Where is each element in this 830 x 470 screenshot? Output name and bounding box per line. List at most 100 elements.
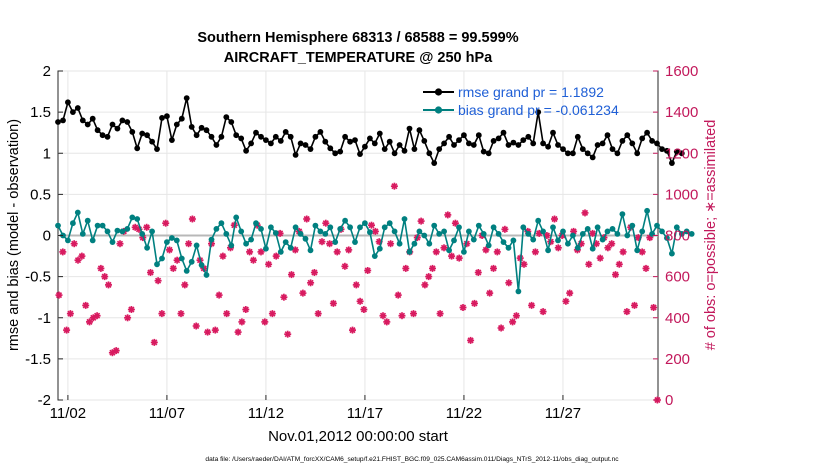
rmse-point (253, 129, 259, 136)
rmse-point (520, 137, 527, 144)
rmse-point (560, 146, 566, 153)
bias-point (550, 224, 556, 231)
bias-point (154, 261, 160, 268)
obs-point (78, 252, 86, 260)
obs-point-stroke (513, 312, 520, 319)
bias-point (386, 220, 393, 227)
bias-point (65, 237, 71, 244)
obs-point (505, 279, 513, 287)
rmse-point (381, 146, 388, 153)
y-right-tick-label: 200 (665, 351, 690, 368)
obs-point-stroke (490, 265, 497, 272)
obs-point-stroke (639, 248, 646, 256)
rmse-point (332, 150, 339, 157)
obs-point (166, 246, 173, 254)
x-axis: 11/02 11/07 11/12 11/17 11/22 11/27 (50, 395, 581, 422)
rmse-point (99, 132, 106, 139)
obs-point (497, 324, 505, 332)
obs-point-stroke (368, 222, 375, 229)
bias-point (124, 226, 131, 232)
obs-point-stroke (623, 308, 631, 315)
obs-point (162, 219, 170, 227)
rmse-point (104, 133, 111, 140)
bias-point (272, 230, 279, 236)
bias-point (213, 226, 220, 232)
bias-point (525, 231, 532, 237)
bias-point (540, 228, 546, 235)
legend-rmse-marker (434, 88, 443, 96)
obs-point-stroke (242, 306, 249, 313)
obs-point-stroke (101, 273, 108, 280)
obs-point-stroke (532, 248, 539, 256)
bias-point (565, 240, 571, 247)
obs-point (70, 240, 78, 248)
obs-point (650, 304, 658, 311)
obs-point (501, 225, 509, 233)
obs-point-stroke (177, 310, 185, 317)
obs-point-stroke (475, 269, 482, 276)
obs-point-stroke (269, 310, 276, 317)
bias-point (644, 207, 650, 214)
obs-point-stroke (246, 248, 253, 256)
rmse-point (515, 142, 522, 148)
obs-point (356, 297, 364, 305)
rmse-point (619, 138, 626, 144)
rmse-point (396, 142, 403, 148)
rmse-point (371, 140, 378, 147)
obs-point-stroke (402, 265, 409, 272)
obs-point (219, 252, 227, 260)
bias-point (431, 222, 438, 229)
obs-point (291, 246, 299, 254)
obs-point-stroke (555, 244, 562, 251)
obs-point (364, 267, 372, 274)
rmse-point (223, 114, 230, 120)
rmse-point (466, 140, 472, 147)
bias-point (545, 247, 551, 254)
obs-point (82, 301, 90, 309)
obs-point (539, 308, 547, 316)
y-right-tick-label: 1000 (665, 186, 698, 203)
rmse-point (629, 140, 636, 147)
rmse-point (89, 115, 96, 122)
rmse-point (421, 138, 428, 144)
obs-point-stroke (364, 267, 371, 274)
obs-point-stroke (322, 220, 329, 227)
obs-point (310, 269, 318, 276)
obs-point-stroke (482, 246, 490, 254)
obs-point (204, 328, 212, 336)
rmse-point (228, 119, 235, 125)
obs-point-stroke (189, 215, 196, 223)
obs-point (288, 271, 295, 279)
bias-point (74, 209, 81, 216)
obs-point-stroke (467, 337, 474, 344)
obs-point (410, 310, 417, 318)
bias-point (570, 232, 576, 239)
legend: rmse grand pr = 1.1892 bias grand pr = -… (423, 84, 619, 118)
obs-point (474, 269, 482, 276)
obs-point (59, 248, 67, 256)
bias-point (144, 244, 151, 251)
obs-point (158, 310, 166, 318)
rmse-point (243, 147, 250, 154)
bias-point (297, 231, 304, 237)
obs-point-stroke (395, 291, 402, 299)
obs-point (116, 240, 124, 248)
rmse-point (579, 146, 586, 153)
obs-point (318, 238, 326, 246)
bias-point (79, 231, 86, 237)
obs-point-stroke (311, 269, 318, 276)
obs-point (333, 248, 341, 256)
obs-point-stroke (585, 261, 592, 268)
obs-point-stroke (539, 308, 547, 315)
obs-point-stroke (417, 217, 425, 225)
bias-point (317, 228, 324, 235)
bias-point (589, 245, 596, 252)
bias-point (89, 237, 96, 244)
rmse-point (401, 147, 408, 154)
obs-point-stroke (345, 246, 352, 254)
bias-point (619, 211, 626, 218)
bias-point (70, 220, 76, 227)
y-axis-left-label: rmse and bias (model - observation) (6, 119, 22, 351)
obs-point-stroke (509, 318, 516, 326)
rmse-point (604, 132, 611, 139)
